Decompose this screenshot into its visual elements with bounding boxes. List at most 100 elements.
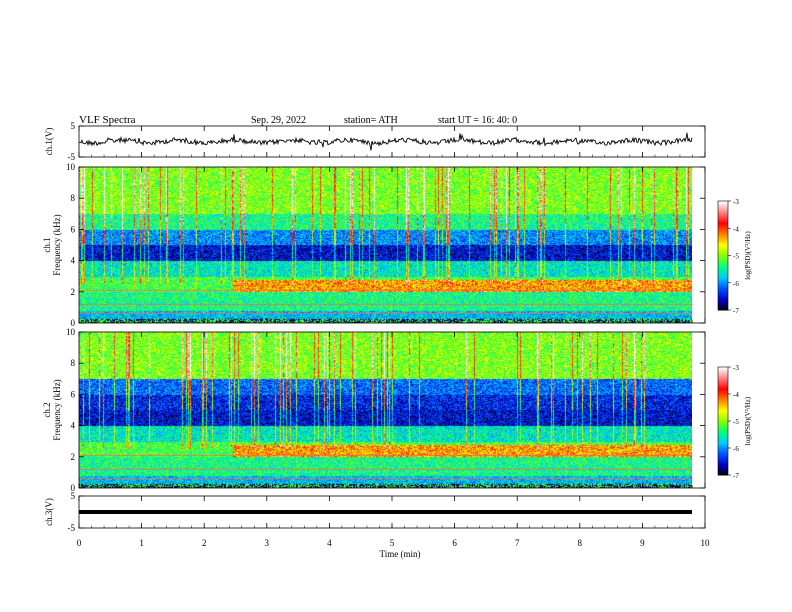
- colorbar-segment: [718, 367, 728, 369]
- colorbar-segment: [718, 446, 728, 449]
- colorbar-segment: [718, 248, 728, 251]
- colorbar-segment: [718, 277, 728, 280]
- colorbar-segment: [718, 470, 728, 473]
- x-tick-label: 6: [452, 538, 457, 548]
- y-axis-channel-label: ch.1: [42, 237, 52, 252]
- colorbar-segment: [718, 247, 728, 250]
- colorbar-segment: [718, 368, 728, 371]
- colorbar-segment: [718, 472, 728, 475]
- colorbar-segment: [718, 385, 728, 388]
- colorbar-segment: [718, 414, 728, 417]
- colorbar-segment: [718, 214, 728, 217]
- colorbar-segment: [718, 373, 728, 376]
- colorbar-segment: [718, 412, 728, 415]
- colorbar-segment: [718, 300, 728, 303]
- colorbar-tick-label: -5: [733, 253, 739, 261]
- colorbar-segment: [718, 250, 728, 252]
- colorbar-segment: [718, 391, 728, 394]
- y-tick-label: 5: [71, 121, 76, 131]
- x-tick-label: 1: [139, 538, 144, 548]
- colorbar-segment: [718, 381, 728, 384]
- colorbar-segment: [718, 398, 728, 400]
- y-axis-channel-label: ch.2: [42, 402, 52, 417]
- x-axis-label: Time (min): [380, 549, 421, 559]
- y-tick-label: 8: [71, 358, 76, 368]
- colorbar-tick-label: -7: [733, 472, 739, 480]
- colorbar-segment: [718, 458, 728, 461]
- colorbar-segment: [718, 421, 728, 423]
- colorbar-segment: [718, 292, 728, 295]
- colorbar-segment: [718, 297, 728, 300]
- colorbar-segment: [718, 403, 728, 406]
- colorbar-segment: [718, 201, 728, 203]
- colorbar-segment: [718, 241, 728, 244]
- colorbar-segment: [718, 285, 728, 288]
- y-tick-label: -5: [68, 152, 76, 162]
- y-tick-label: 6: [71, 389, 76, 399]
- colorbar-segment: [718, 388, 728, 391]
- colorbar-segment: [718, 456, 728, 458]
- y-tick-label: 2: [71, 452, 76, 462]
- colorbar-segment: [718, 299, 728, 301]
- figure-title: VLF Spectra: [79, 114, 136, 126]
- colorbar-segment: [718, 273, 728, 276]
- x-tick-label: 4: [327, 538, 332, 548]
- colorbar-tick-label: -6: [733, 280, 739, 288]
- colorbar-segment: [718, 254, 728, 256]
- colorbar-segment: [718, 464, 728, 467]
- colorbar-segment: [718, 293, 728, 296]
- colorbar-segment: [718, 303, 728, 306]
- colorbar-segment: [718, 270, 728, 273]
- colorbar-segment: [718, 431, 728, 434]
- colorbar-segment: [718, 225, 728, 228]
- colorbar-segment: [718, 288, 728, 291]
- ch2-colorbar: -3 -4 -5 -6 -7 log(PSD)(V²/Hz): [717, 364, 752, 480]
- colorbar-segment: [718, 395, 728, 398]
- colorbar-segment: [718, 308, 728, 311]
- colorbar-segment: [718, 443, 728, 446]
- colorbar-segment: [718, 281, 728, 284]
- colorbar-segment: [718, 384, 728, 387]
- colorbar-label: log(PSD)(V²/Hz): [744, 396, 752, 445]
- colorbar-segment: [718, 278, 728, 281]
- colorbar-segment: [718, 379, 728, 381]
- ch2-spectrogram-panel: 0 2 4 6 8 10 ch.2 Frequency (kHz): [42, 327, 706, 493]
- x-tick-label: 8: [578, 538, 583, 548]
- spectrogram-image: [79, 332, 692, 488]
- colorbar-segment: [718, 280, 728, 282]
- y-tick-label: 2: [71, 287, 76, 297]
- colorbar-segment: [718, 411, 728, 414]
- colorbar-segment: [718, 438, 728, 441]
- colorbar-segment: [718, 232, 728, 235]
- colorbar-segment: [718, 228, 728, 231]
- colorbar-segment: [718, 218, 728, 221]
- colorbar-segment: [718, 213, 728, 216]
- colorbar-segment: [718, 266, 728, 269]
- colorbar-segment: [718, 229, 728, 232]
- colorbar-segment: [718, 468, 728, 471]
- colorbar-segment: [718, 441, 728, 444]
- colorbar-segment: [718, 380, 728, 383]
- colorbar-segment: [718, 244, 728, 247]
- colorbar-segment: [718, 215, 728, 218]
- y-tick-label: 0: [71, 483, 76, 493]
- colorbar-segment: [718, 220, 728, 222]
- colorbar-segment: [718, 235, 728, 237]
- colorbar-segment: [718, 206, 728, 209]
- colorbar-segment: [718, 275, 728, 278]
- colorbar-segment: [718, 255, 728, 258]
- colorbar-segment: [718, 209, 728, 212]
- colorbar-segment: [718, 434, 728, 437]
- colorbar-segment: [718, 449, 728, 452]
- colorbar-segment: [718, 221, 728, 224]
- x-tick-label: 2: [202, 538, 207, 548]
- colorbar-segment: [718, 416, 728, 419]
- colorbar-segment: [718, 284, 728, 286]
- colorbar-segment: [718, 237, 728, 240]
- colorbar-segment: [718, 383, 728, 386]
- x-tick-label: 7: [515, 538, 520, 548]
- colorbar-segment: [718, 305, 728, 308]
- colorbar-segment: [718, 224, 728, 227]
- colorbar-segment: [718, 402, 728, 404]
